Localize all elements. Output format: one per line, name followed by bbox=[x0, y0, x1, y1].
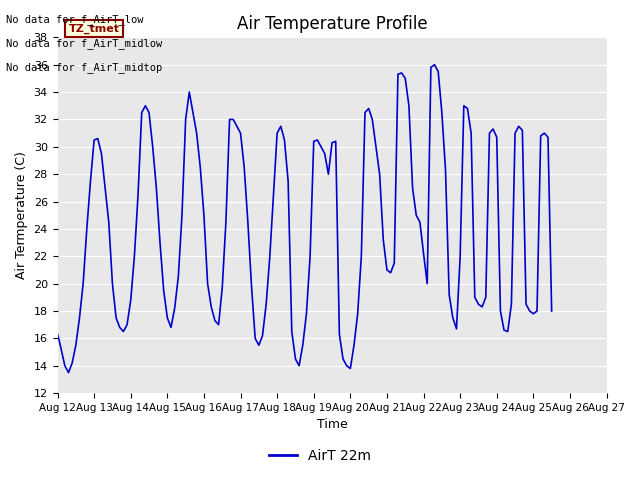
Text: No data for f_AirT_low: No data for f_AirT_low bbox=[6, 14, 144, 25]
Legend: AirT 22m: AirT 22m bbox=[264, 443, 376, 468]
X-axis label: Time: Time bbox=[317, 419, 348, 432]
Title: Air Temperature Profile: Air Temperature Profile bbox=[237, 15, 428, 33]
Y-axis label: Air Termperature (C): Air Termperature (C) bbox=[15, 151, 28, 279]
Text: No data for f_AirT_midlow: No data for f_AirT_midlow bbox=[6, 38, 163, 49]
Text: TZ_tmet: TZ_tmet bbox=[68, 24, 120, 34]
Text: No data for f_AirT_midtop: No data for f_AirT_midtop bbox=[6, 62, 163, 73]
